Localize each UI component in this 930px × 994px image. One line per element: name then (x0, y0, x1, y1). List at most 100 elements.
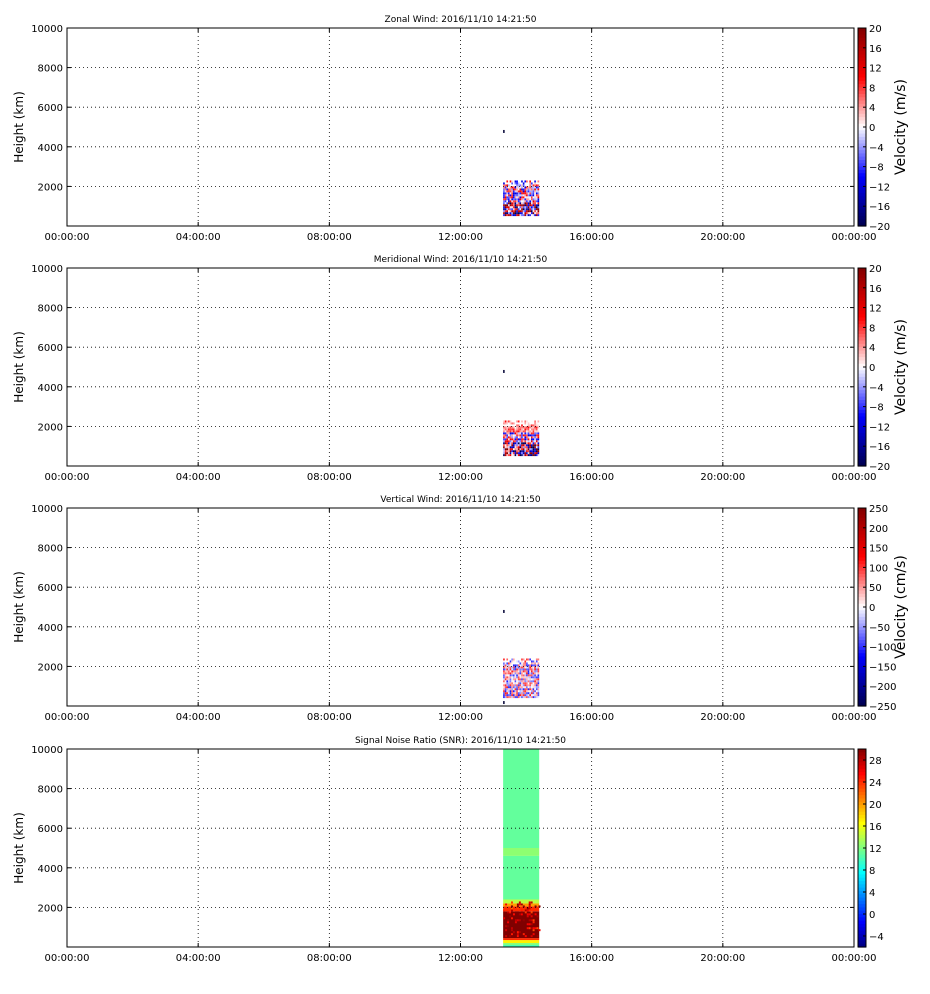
heatmap-cell (512, 672, 515, 675)
heatmap-cell (508, 428, 510, 431)
heatmap-cell (532, 198, 535, 201)
heatmap-cell (524, 680, 527, 683)
heatmap-cell (517, 454, 520, 457)
colorbar-segment (858, 824, 866, 829)
heatmap-cell (514, 204, 517, 207)
heatmap-cell (527, 450, 530, 453)
heatmap-cell (535, 440, 538, 443)
heatmap-cell (521, 206, 523, 209)
heatmap-cell (534, 446, 536, 449)
heatmap-cell (511, 426, 513, 429)
heatmap-cell (531, 454, 533, 457)
heatmap-cell (527, 694, 530, 697)
heatmap-cell (512, 664, 515, 667)
heatmap-cell (535, 180, 538, 183)
heatmap-cell (506, 674, 509, 677)
heatmap-cell (526, 670, 528, 673)
colorbar-segment (858, 363, 866, 368)
heatmap-cell (532, 680, 535, 683)
heatmap-cell (531, 668, 533, 671)
colorbar-segment (858, 400, 866, 404)
heatmap-cells (503, 609, 540, 705)
heatmap-cell (512, 927, 515, 930)
heatmap-cell (537, 446, 540, 449)
heatmap-cell (529, 206, 532, 209)
heatmap-cell (536, 915, 539, 918)
heatmap-cell (519, 440, 522, 443)
colorbar-segment (858, 755, 866, 760)
colorbar-tick-label: 8 (869, 83, 875, 94)
heatmap-cell (503, 692, 505, 695)
heatmap-cell (516, 436, 518, 439)
heatmap-cell (504, 212, 507, 215)
colorbar-segment (858, 564, 866, 568)
colorbar-segment (858, 459, 866, 464)
heatmap-cell (535, 424, 538, 427)
heatmap-cell (509, 194, 512, 197)
colorbar-segment (858, 765, 866, 770)
x-tick-label: 00:00:00 (832, 472, 877, 483)
colorbar-tick-label: −150 (869, 662, 896, 673)
colorbar-tick-label: −4 (869, 932, 884, 943)
heatmap-cell (516, 911, 519, 914)
heatmap-cell (506, 664, 509, 667)
heatmap-cell (529, 448, 532, 451)
heatmap-cell (512, 670, 515, 673)
heatmap-cell (512, 684, 515, 687)
heatmap-cell (511, 430, 513, 433)
heatmap-cell (522, 194, 525, 197)
heatmap-cell (508, 440, 510, 443)
heatmap-cell (532, 927, 535, 930)
heatmap-cell (519, 686, 522, 689)
heatmap-cell (503, 442, 505, 445)
heatmap-cell (509, 676, 512, 679)
x-tick-label: 00:00:00 (832, 232, 877, 243)
heatmap-cell (517, 446, 520, 449)
heatmap-cell (509, 684, 512, 687)
colorbar-segment (858, 84, 866, 88)
heatmap-cell (518, 919, 521, 922)
heatmap-cell (532, 442, 535, 445)
heatmap-cell (531, 428, 533, 431)
colorbar-segment (858, 673, 866, 677)
heatmap-cell (509, 192, 512, 195)
heatmap-cell (531, 680, 533, 683)
heatmap-cell (531, 434, 533, 437)
heatmap-cell (532, 690, 535, 693)
heatmap-cell (524, 422, 527, 425)
heatmap-cell (517, 190, 520, 193)
colorbar (858, 28, 866, 227)
colorbar (858, 508, 866, 707)
heatmap-cell (537, 684, 540, 687)
heatmap-cell (532, 214, 535, 217)
colorbar-segment (858, 54, 866, 59)
colorbar-segment (858, 914, 866, 918)
heatmap-cell (526, 198, 528, 201)
heatmap-cell (526, 200, 528, 203)
x-tick-label: 00:00:00 (45, 232, 90, 243)
heatmap-cell (506, 454, 509, 457)
x-tick-label: 12:00:00 (438, 953, 483, 964)
colorbar-segment (858, 462, 866, 467)
heatmap-cell (514, 452, 517, 455)
colorbar-segment (858, 587, 866, 592)
heatmap-cell (511, 448, 513, 451)
y-tick-label: 6000 (38, 583, 63, 594)
y-tick-label: 6000 (38, 343, 63, 354)
heatmap-cell (508, 450, 510, 453)
heatmap-cell (531, 440, 533, 443)
heatmap-cell (534, 184, 536, 187)
heatmap-cell (509, 180, 512, 183)
heatmap-cell (534, 686, 536, 689)
heatmap-cell (527, 428, 530, 431)
heatmap-cell (506, 686, 509, 689)
colorbar-segment (858, 920, 866, 925)
heatmap-cell (504, 428, 507, 431)
heatmap-cell (535, 678, 538, 681)
colorbar-segment (858, 857, 866, 862)
heatmap-cell (531, 186, 533, 189)
heatmap-cell (509, 448, 512, 451)
heatmap-cell (522, 204, 525, 207)
heatmap-cell (519, 206, 522, 209)
heatmap-cell (511, 438, 513, 441)
